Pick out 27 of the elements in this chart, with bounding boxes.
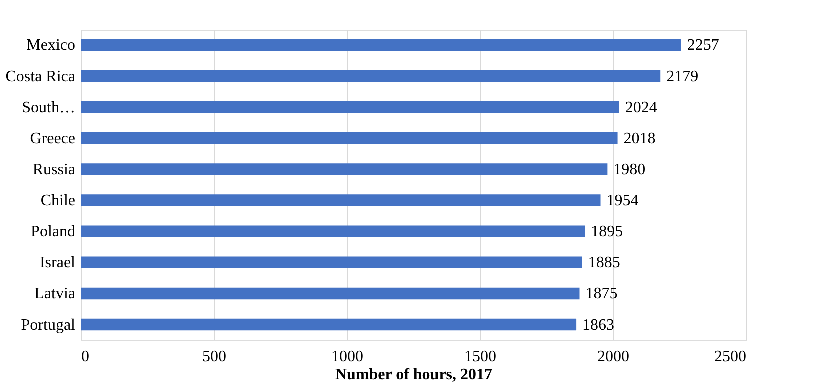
x-tick-label: 500 [202, 348, 226, 366]
y-tick-label: Chile [40, 192, 76, 210]
x-axis-title: Number of hours, 2017 [335, 366, 493, 384]
y-tick-label: Israel [40, 254, 76, 272]
data-label: 2018 [624, 130, 656, 148]
y-tick-label: Russia [32, 161, 76, 178]
x-tick-label: 1000 [332, 348, 364, 366]
data-label: 2179 [666, 68, 699, 86]
data-label: 1954 [606, 192, 639, 210]
data-label: 1863 [582, 316, 615, 334]
data-label: 2024 [625, 99, 658, 116]
data-label: 1895 [591, 224, 624, 241]
data-label: 1885 [588, 254, 620, 272]
x-tick-label: 2500 [714, 348, 746, 366]
data-label: 1875 [586, 286, 618, 303]
y-tick-label: Poland [31, 224, 76, 241]
y-tick-label: Portugal [21, 316, 76, 334]
x-tick-label: 1500 [464, 348, 496, 366]
x-tick-label: 0 [82, 348, 90, 366]
y-tick-label: Latvia [34, 286, 76, 303]
y-tick-label: South… [22, 99, 76, 116]
y-tick-label: Greece [30, 130, 76, 148]
x-tick-label: 2000 [598, 348, 630, 366]
y-tick-label: Costa Rica [6, 68, 76, 86]
data-label: 2257 [687, 37, 720, 54]
data-label: 1980 [614, 161, 646, 178]
y-tick-label: Mexico [26, 37, 76, 54]
